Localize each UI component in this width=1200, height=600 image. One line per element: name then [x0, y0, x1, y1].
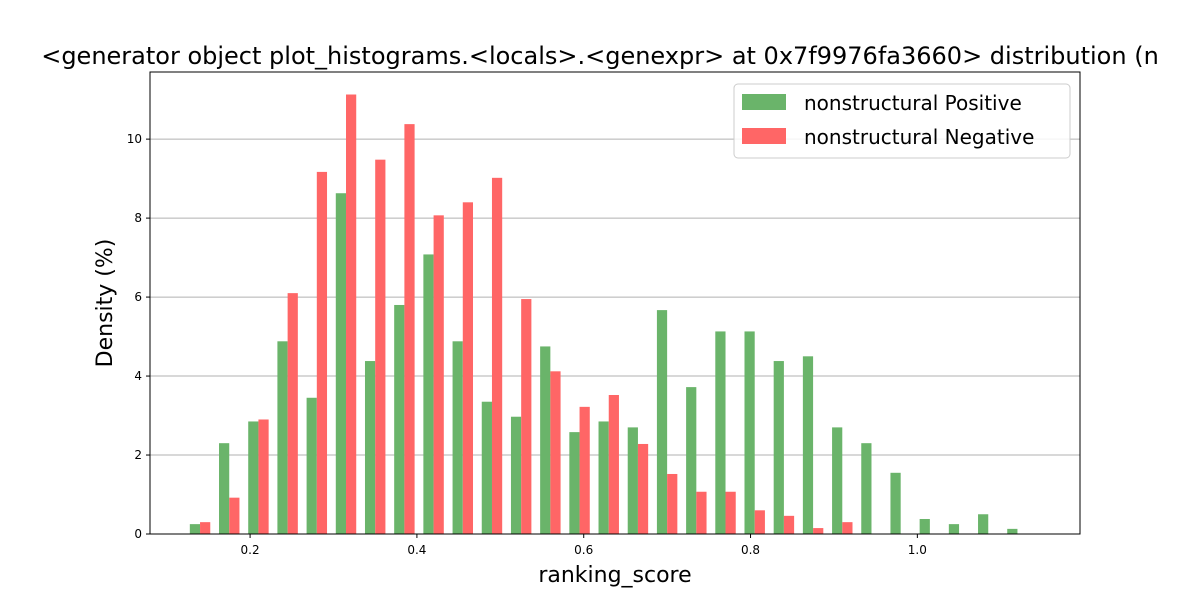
bar-negative — [229, 497, 240, 534]
x-tick-label: 0.6 — [574, 543, 593, 557]
bar-positive — [481, 401, 492, 534]
legend-swatch-positive — [742, 94, 786, 110]
x-tick-label: 0.2 — [241, 543, 260, 557]
bar-positive — [686, 387, 697, 534]
bar-positive — [1007, 528, 1018, 534]
bar-negative — [200, 522, 211, 534]
bar-negative — [842, 522, 853, 534]
y-axis-label: Density (%) — [93, 239, 118, 368]
legend-label-negative: nonstructural Negative — [804, 125, 1034, 149]
bar-negative — [550, 371, 561, 534]
bar-negative — [346, 94, 357, 534]
bar-negative — [258, 419, 269, 534]
bar-positive — [423, 254, 434, 534]
y-tick-label: 10 — [127, 132, 142, 146]
bar-positive — [277, 341, 288, 534]
bar-negative — [433, 215, 444, 535]
bar-positive — [656, 310, 668, 534]
bar-negative — [813, 528, 824, 534]
bar-negative — [608, 395, 619, 534]
bar-positive — [627, 427, 638, 534]
bar-negative — [404, 124, 415, 534]
bar-positive — [248, 421, 259, 534]
bar-positive — [948, 524, 960, 534]
bar-positive — [510, 416, 522, 534]
grid-layer — [150, 138, 1080, 456]
bar-positive — [335, 193, 347, 534]
bar-negative — [491, 177, 503, 535]
ticks-layer: 0 2 4 6 8 10 0.2 0.4 0.6 0.8 1.0 — [127, 132, 927, 557]
x-axis-label: ranking_score — [538, 563, 691, 588]
bar-positive — [219, 443, 230, 534]
bar-positive — [832, 427, 843, 534]
bar-positive — [744, 331, 755, 534]
bar-positive — [452, 341, 463, 534]
legend-swatch-negative — [742, 128, 786, 144]
bar-positive — [802, 356, 814, 534]
y-tick-label: 6 — [134, 290, 142, 304]
bar-negative — [521, 299, 532, 534]
bar-negative — [637, 443, 649, 534]
legend: nonstructural Positive nonstructural Neg… — [733, 83, 1071, 159]
bar-positive — [189, 524, 201, 534]
chart-title: <generator object plot_histograms.<local… — [41, 42, 1159, 70]
legend-label-positive: nonstructural Positive — [804, 91, 1022, 115]
x-tick-label: 0.8 — [741, 543, 760, 557]
bar-negative — [754, 510, 765, 534]
bar-positive — [569, 432, 580, 534]
bar-negative — [287, 293, 298, 534]
bar-negative — [316, 171, 328, 534]
bar-negative — [696, 491, 707, 534]
bar-positive — [919, 518, 930, 534]
y-tick-label: 2 — [134, 448, 142, 462]
plot-frame — [149, 71, 1081, 535]
bar-positive — [364, 361, 376, 534]
x-tick-label: 0.4 — [407, 543, 426, 557]
bar-negative — [783, 515, 795, 534]
bars-layer — [189, 94, 1018, 535]
bar-positive — [715, 331, 726, 534]
bar-positive — [773, 361, 784, 534]
bar-positive — [890, 472, 901, 534]
bar-negative — [375, 159, 386, 534]
bar-negative — [725, 491, 736, 534]
legend-box — [733, 83, 1071, 159]
y-tick-label: 8 — [134, 211, 142, 225]
bar-negative — [667, 473, 678, 534]
bar-positive — [394, 304, 405, 534]
y-tick-label: 0 — [134, 527, 142, 541]
bar-positive — [861, 443, 872, 534]
bar-negative — [579, 406, 590, 534]
y-tick-label: 4 — [134, 369, 142, 383]
bar-positive — [598, 421, 609, 534]
bar-positive — [306, 397, 317, 534]
bar-positive — [540, 346, 551, 534]
x-tick-label: 1.0 — [908, 543, 927, 557]
bar-positive — [978, 514, 989, 534]
bar-negative — [462, 202, 473, 535]
